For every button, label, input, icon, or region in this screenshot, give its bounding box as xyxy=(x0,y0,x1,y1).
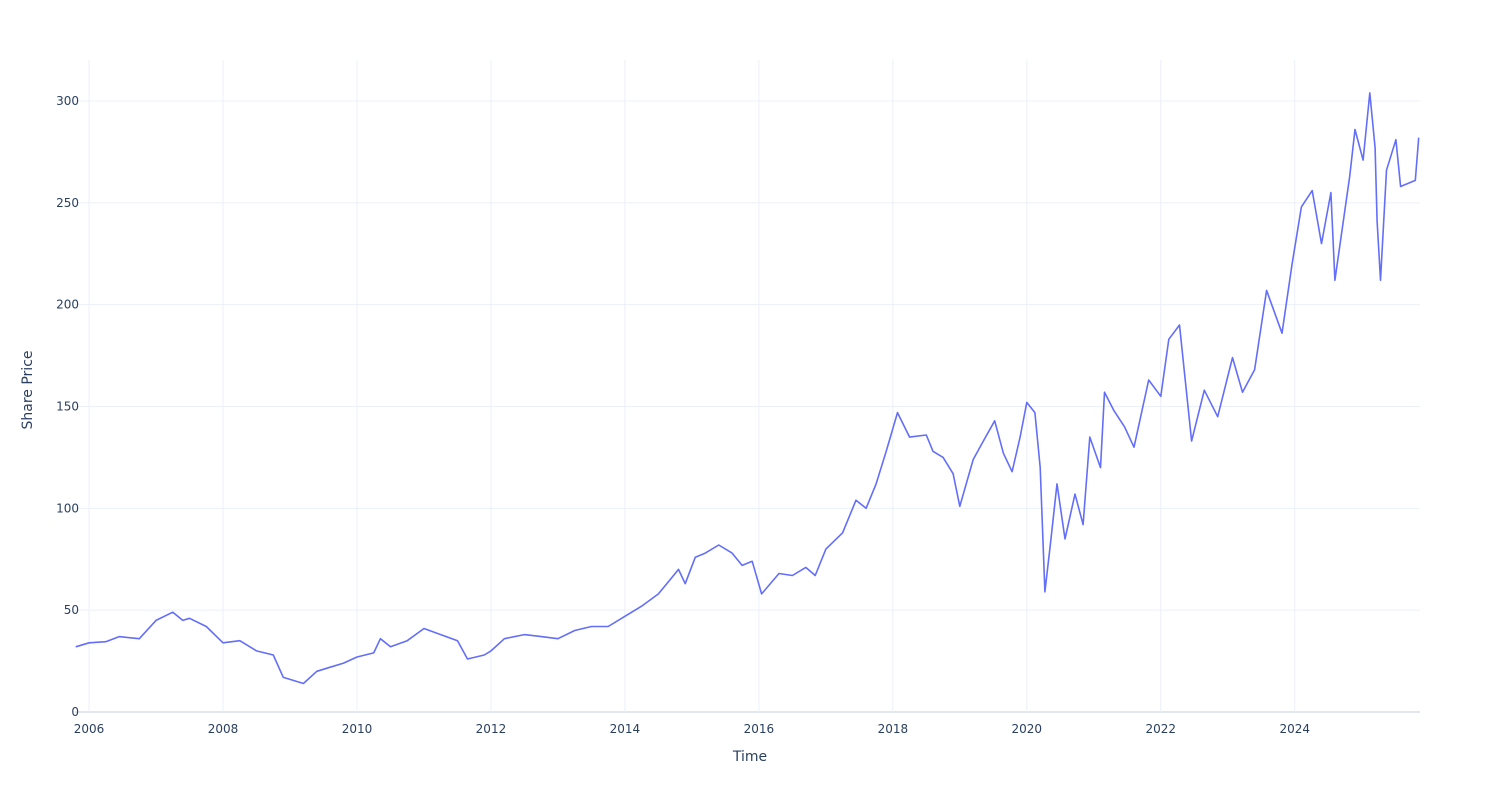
x-tick-label: 2018 xyxy=(878,722,909,736)
y-tick-label: 100 xyxy=(56,501,79,515)
x-tick-label: 2020 xyxy=(1012,722,1043,736)
gridlines xyxy=(75,60,1420,713)
x-tick-label: 2012 xyxy=(476,722,507,736)
share-price-line xyxy=(75,92,1420,685)
x-tick-label: 2022 xyxy=(1146,722,1177,736)
x-axis-ticks: 2006 2008 2010 2012 2014 2016 2018 2020 2022 2024 xyxy=(74,722,1310,736)
x-axis-title: Time xyxy=(732,749,767,765)
y-tick-label: 150 xyxy=(56,400,79,414)
y-axis-ticks: 0 50 100 150 200 250 300 xyxy=(56,94,79,719)
y-tick-label: 200 xyxy=(56,298,79,312)
x-tick-label: 2008 xyxy=(208,722,239,736)
x-tick-label: 2010 xyxy=(342,722,373,736)
y-tick-label: 300 xyxy=(56,94,79,108)
y-tick-label: 0 xyxy=(71,705,79,719)
y-axis-title: Share Price xyxy=(20,350,36,429)
y-tick-label: 50 xyxy=(64,603,79,617)
x-tick-label: 2006 xyxy=(74,722,105,736)
x-tick-label: 2016 xyxy=(744,722,775,736)
x-tick-label: 2014 xyxy=(610,722,641,736)
x-tick-label: 2024 xyxy=(1279,722,1310,736)
y-tick-label: 250 xyxy=(56,196,79,210)
